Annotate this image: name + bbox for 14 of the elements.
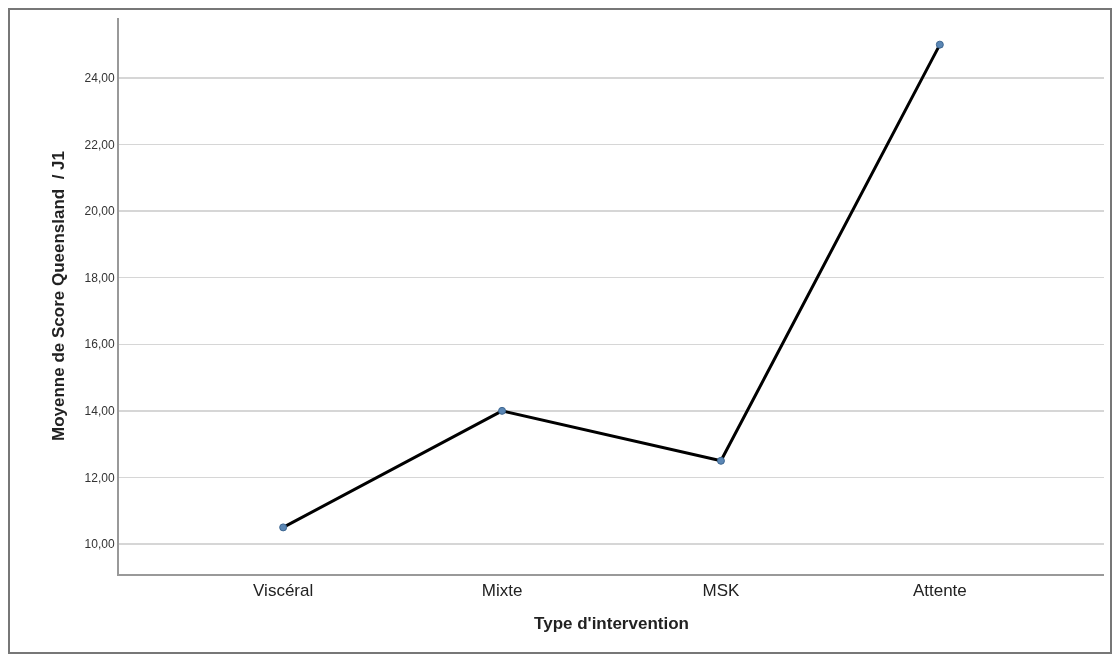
x-tick-label: Attente: [912, 581, 967, 601]
y-axis-title: Moyenne de Score Queensland / J1: [48, 150, 68, 442]
x-tick-label: Mixte: [481, 581, 523, 601]
x-axis-title: Type d'intervention: [534, 614, 689, 634]
y-tick-label: 14,00: [84, 404, 115, 419]
x-tick-label: MSK: [702, 581, 741, 601]
y-tick-label: 12,00: [84, 470, 115, 485]
y-tick-label: 22,00: [84, 137, 115, 152]
y-tick-label: 18,00: [84, 270, 115, 285]
y-tick-label: 24,00: [84, 71, 115, 86]
y-tick-label: 16,00: [84, 337, 115, 352]
y-tick-label: 20,00: [84, 204, 115, 219]
y-tick-label: 10,00: [84, 537, 115, 552]
x-tick-label: Viscéral: [253, 581, 314, 601]
